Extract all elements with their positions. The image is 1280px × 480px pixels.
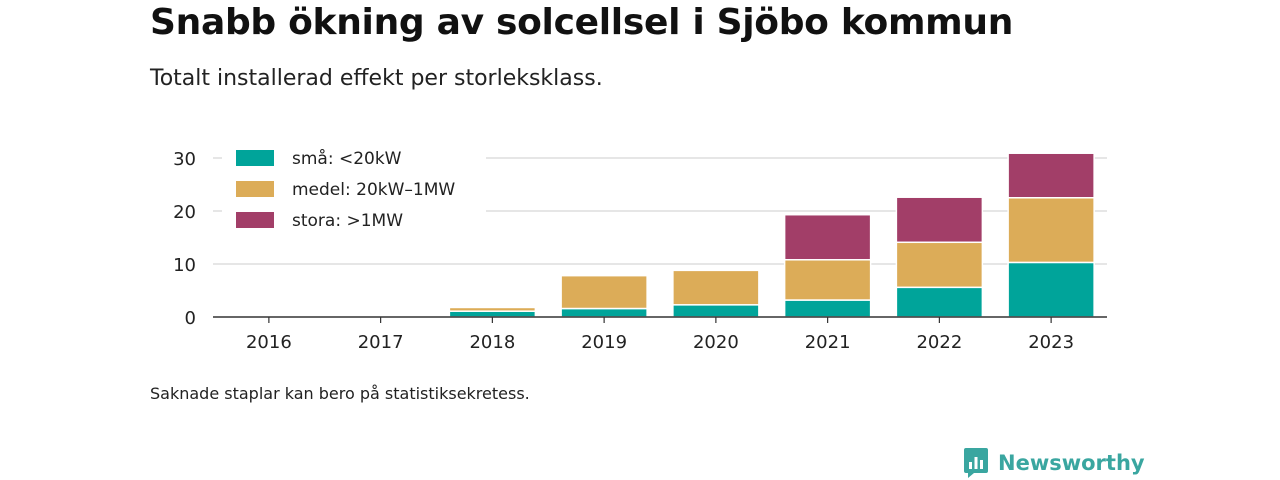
legend-label-medel: medel: 20kW–1MW [292, 180, 455, 200]
x-tick-label: 2022 [916, 332, 962, 353]
bar-medel-2019 [560, 274, 648, 310]
legend-swatch-sma [236, 150, 274, 166]
x-tick-label: 2021 [805, 332, 851, 353]
bar-sma-2019 [560, 307, 648, 318]
brand-name: Newsworthy [998, 451, 1145, 475]
x-tick-label: 2016 [246, 332, 292, 353]
newsworthy-brand[interactable]: Newsworthy [962, 446, 1145, 480]
chart-subtitle: Totalt installerad effekt per storlekskl… [150, 66, 603, 91]
bar-medel-2020 [672, 269, 760, 306]
y-tick-label: 20 [173, 202, 196, 223]
legend-label-stora: stora: >1MW [292, 211, 403, 231]
bar-sma-2022 [895, 286, 984, 318]
y-axis-ticks: 0 10 20 30 [173, 149, 196, 329]
y-tick-label: 10 [173, 255, 196, 276]
x-axis-ticks: 2016 2017 2018 2019 2020 2021 2022 2023 [246, 317, 1074, 353]
bar-sma-2021 [783, 299, 872, 318]
x-tick-label: 2023 [1028, 332, 1074, 353]
chart-title: Snabb ökning av solcellsel i Sjöbo kommu… [150, 2, 1014, 43]
legend-swatch-stora [236, 212, 274, 228]
x-tick-label: 2019 [581, 332, 627, 353]
bars [448, 152, 1095, 318]
x-tick-label: 2017 [358, 332, 404, 353]
x-tick-label: 2018 [469, 332, 515, 353]
y-tick-label: 30 [173, 149, 196, 170]
bar-medel-2018 [448, 306, 537, 312]
bar-stora-2021 [783, 213, 872, 261]
bar-sma-2018 [448, 310, 537, 318]
bar-medel-2023 [1007, 197, 1095, 264]
y-tick-label: 0 [185, 308, 196, 329]
legend-label-sma: små: <20kW [292, 148, 402, 169]
bar-stora-2022 [895, 196, 984, 244]
bar-medel-2022 [895, 241, 984, 289]
bar-sma-2020 [672, 304, 760, 318]
bar-stora-2023 [1007, 152, 1095, 199]
bar-medel-2021 [783, 259, 872, 301]
bar-sma-2023 [1007, 261, 1095, 318]
legend: små: <20kW medel: 20kW–1MW stora: >1MW [222, 140, 486, 240]
x-tick-label: 2020 [693, 332, 739, 353]
footnote: Saknade staplar kan bero på statistiksek… [150, 384, 530, 403]
stacked-bar-chart: 0 10 20 30 2016 2017 2018 2019 2020 2021 2022 2023… [173, 140, 1107, 353]
legend-swatch-medel [236, 181, 274, 197]
newsworthy-logo-icon [964, 448, 988, 478]
